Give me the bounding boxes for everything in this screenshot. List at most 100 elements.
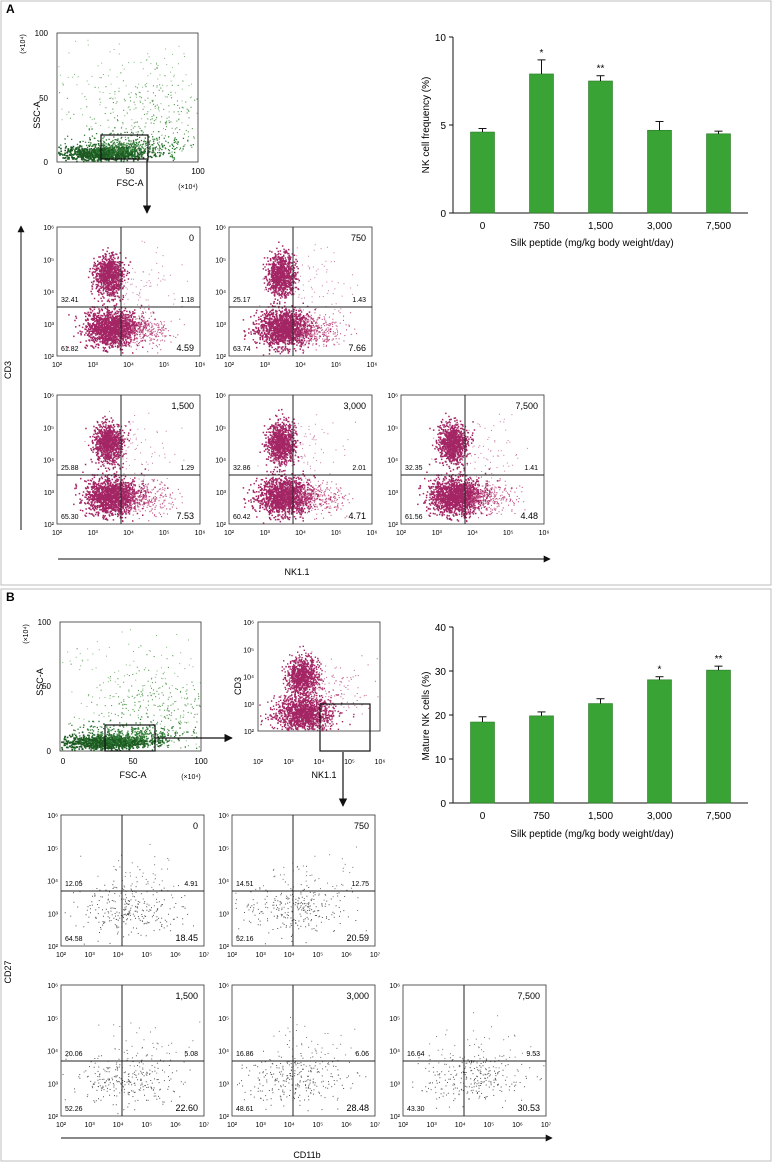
gate-xunit: (×10⁴) bbox=[178, 184, 198, 191]
quadrant-lr-value: 30.53 bbox=[517, 1103, 540, 1113]
quadrant-dose-label: 0 bbox=[193, 821, 198, 831]
quadrant-ytick: 10⁵ bbox=[43, 257, 54, 264]
quadrant-ytick: 10² bbox=[219, 1114, 230, 1121]
gate-rectangle bbox=[100, 134, 149, 160]
quadrant-xtick: 10² bbox=[396, 530, 407, 537]
panel-b-border bbox=[0, 588, 772, 1162]
quadrant-xtick: 10⁷ bbox=[199, 952, 210, 959]
quadrant-dose-label: 7,500 bbox=[515, 401, 538, 411]
quadrant-xtick: 10² bbox=[52, 530, 63, 537]
quadrant-dose-label: 0 bbox=[189, 233, 194, 243]
quadrant-ytick: 10⁶ bbox=[389, 983, 400, 990]
quadrant-xtick: 10⁶ bbox=[341, 1122, 352, 1129]
bar bbox=[706, 669, 731, 804]
quadrant-frame bbox=[56, 394, 201, 525]
scatter-cloud bbox=[280, 651, 379, 727]
quadrant-lr-value: 22.60 bbox=[175, 1103, 198, 1113]
quadrant-xtick: 10² bbox=[224, 530, 235, 537]
quadrant-lr-value: 4.71 bbox=[348, 511, 366, 521]
quadrant-plot: 7,500 32.35 1.41 61.56 4.48 10² 10³ 10⁴ 10⁵ 10⁶ 10… bbox=[387, 393, 549, 537]
quadrant-xtick: 10⁶ bbox=[539, 530, 550, 537]
quadrant-points bbox=[64, 843, 194, 945]
panel-a-quadrant-plots: 0 32.41 1.18 61.82 4.59 10² 10³ 10⁴ 10⁵ 10⁶ 10² 10³… bbox=[43, 225, 549, 537]
quadrant-ytick: 10³ bbox=[44, 322, 55, 329]
bar-ytick-label: 10 bbox=[435, 755, 447, 766]
quadrant-ytick: 10² bbox=[390, 1114, 401, 1121]
panel-b-axis-x-label: CD11b bbox=[293, 1150, 320, 1160]
quadrant-plot: 750 25.17 1.43 63.74 7.66 10² 10³ 10⁴ 10⁵ 10⁶ 10² 1… bbox=[215, 225, 377, 369]
quadrant-ul-value: 16.64 bbox=[407, 1051, 425, 1058]
scatter-cloud bbox=[62, 1049, 191, 1115]
bar-ytick-label: 40 bbox=[435, 623, 447, 634]
gate2-scatter-points bbox=[259, 645, 379, 732]
quadrant-lr-value: 28.48 bbox=[346, 1103, 369, 1113]
quadrant-ytick: 10² bbox=[216, 522, 227, 529]
quadrant-ytick: 10⁴ bbox=[43, 458, 54, 465]
quadrant-ytick: 10² bbox=[48, 1114, 59, 1121]
gate-xtick-0: 0 bbox=[58, 167, 63, 176]
mature-nk-bar-chart: Mature NK cells (%) Silk peptide (mg/kg … bbox=[421, 623, 748, 840]
quadrant-ytick: 10⁵ bbox=[215, 257, 226, 264]
scatter-cloud bbox=[242, 469, 332, 524]
gate-ytick-100: 100 bbox=[38, 618, 52, 627]
quadrant-xtick: 10⁴ bbox=[284, 952, 295, 959]
bar-xtick-label: 0 bbox=[480, 221, 486, 232]
bar bbox=[588, 703, 613, 804]
quadrant-ul-value: 25.88 bbox=[61, 465, 79, 472]
significance-marker: * bbox=[658, 665, 662, 676]
quadrant-ytick: 10⁶ bbox=[215, 225, 226, 232]
bar bbox=[588, 80, 613, 214]
quadrant-xtick: 10⁶ bbox=[195, 362, 206, 369]
quadrant-xtick: 10² bbox=[398, 1122, 409, 1129]
quadrant-xtick: 10² bbox=[227, 952, 238, 959]
quadrant-ytick: 10⁶ bbox=[43, 225, 54, 232]
nk-frequency-bar-chart: NK cell frequency (%) Silk peptide (mg/k… bbox=[421, 33, 748, 249]
quadrant-ll-value: 52.16 bbox=[236, 936, 254, 943]
quadrant-xtick: 10³ bbox=[88, 362, 99, 369]
quadrant-xtick: 10⁵ bbox=[159, 530, 170, 537]
quadrant-xtick: 10² bbox=[227, 1122, 238, 1129]
quadrant-xtick: 10⁵ bbox=[331, 530, 342, 537]
quadrant-xtick: 10³ bbox=[427, 1122, 438, 1129]
quadrant-frame bbox=[400, 394, 545, 525]
quadrant-xtick: 10⁵ bbox=[312, 1122, 323, 1129]
quadrant-ll-value: 43.30 bbox=[407, 1106, 425, 1113]
panel-b-label: B bbox=[6, 590, 15, 604]
gate2-ylabel: CD3 bbox=[233, 677, 243, 695]
quadrant-ur-value: 1.43 bbox=[352, 297, 366, 304]
quadrant-xtick: 10³ bbox=[432, 530, 443, 537]
quadrant-dose-label: 3,000 bbox=[343, 401, 366, 411]
gate-xunit: (×10⁴) bbox=[181, 774, 201, 781]
quadrant-ll-value: 61.82 bbox=[61, 346, 79, 353]
quadrant-ytick: 10⁶ bbox=[215, 393, 226, 400]
gate-xlabel: FSC-A bbox=[117, 178, 144, 188]
quadrant-frame bbox=[60, 814, 205, 947]
scatter-cloud bbox=[259, 686, 355, 732]
gate-plot-frame bbox=[56, 32, 199, 163]
quadrant-ul-value: 20.06 bbox=[65, 1051, 83, 1058]
bar-b-ylabel: Mature NK cells (%) bbox=[421, 672, 432, 761]
quadrant-ytick: 10⁵ bbox=[387, 425, 398, 432]
quadrant-ytick: 10⁵ bbox=[218, 1016, 229, 1023]
gate2-rectangle bbox=[319, 703, 371, 752]
gate2-xtick: 10⁶ bbox=[375, 759, 386, 766]
quadrant-frame bbox=[231, 984, 376, 1117]
gate-yunit: (×10⁴) bbox=[23, 624, 30, 644]
bar-xtick-label: 7,500 bbox=[706, 811, 731, 822]
quadrant-ytick: 10³ bbox=[216, 322, 227, 329]
quadrant-ytick: 10⁴ bbox=[218, 1049, 229, 1056]
quadrant-plot: 3,000 16.86 6.06 48.61 28.48 10² 10³ 10⁴ 10⁵ 10⁶ 1… bbox=[218, 983, 380, 1129]
bar-ytick-label: 20 bbox=[435, 711, 447, 722]
quadrant-ytick: 10⁴ bbox=[47, 879, 58, 886]
quadrant-points bbox=[62, 1021, 201, 1115]
quadrant-ytick: 10⁴ bbox=[47, 1049, 58, 1056]
quadrant-xtick: 10⁴ bbox=[467, 530, 478, 537]
panel-a-axis-x-label: NK1.1 bbox=[284, 567, 309, 577]
bar-ytick-label: 0 bbox=[440, 799, 446, 810]
gate-ytick-50: 50 bbox=[39, 94, 48, 103]
quadrant-xtick: 10⁵ bbox=[483, 1122, 494, 1129]
quadrant-points bbox=[67, 240, 188, 354]
gate-xtick-50: 50 bbox=[129, 757, 138, 766]
quadrant-ytick: 10² bbox=[219, 944, 230, 951]
